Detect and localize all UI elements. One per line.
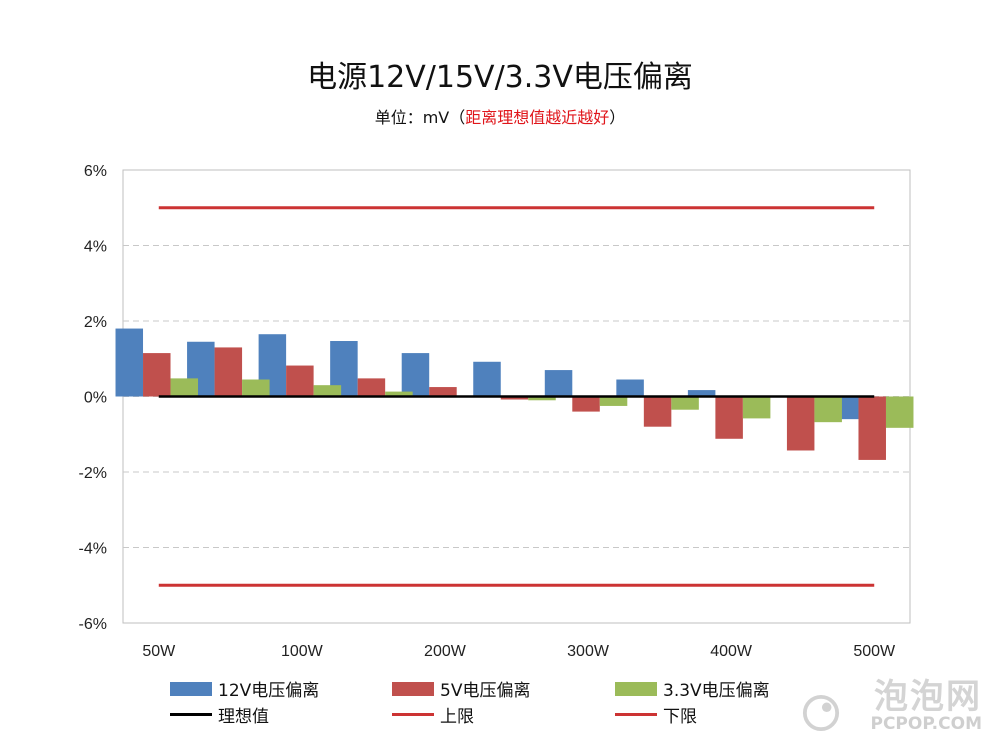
bar-12v — [544, 370, 573, 397]
legend-label-12v: 12V电压偏离 — [218, 681, 320, 701]
legend-line-ideal — [170, 713, 212, 716]
bar-12v — [115, 328, 144, 397]
legend-item-12v: 12V电压偏离 — [170, 676, 319, 701]
bubble-logo-icon — [802, 694, 840, 732]
x-tick-label: 200W — [424, 643, 467, 660]
subtitle-prefix: 单位：mV（ — [374, 108, 466, 127]
legend-label-upper: 上限 — [440, 707, 474, 727]
y-tick-label: 2% — [84, 314, 107, 331]
bar-33v — [599, 396, 628, 406]
bar-5v — [643, 396, 672, 427]
x-tick-label: 500W — [853, 643, 896, 660]
legend-label-lower: 下限 — [663, 707, 697, 727]
bar-33v — [242, 379, 270, 397]
bar-5v — [214, 347, 243, 397]
bar-33v — [671, 396, 699, 410]
bar-5v — [786, 396, 815, 451]
legend-item-ideal: 理想值 — [170, 702, 269, 727]
bar-12v — [687, 390, 716, 397]
legend-label-5v: 5V电压偏离 — [440, 681, 531, 701]
chart-title: 电源12V/15V/3.3V电压偏离 — [307, 60, 693, 95]
y-tick-label: 6% — [84, 163, 107, 180]
y-tick-label: -6% — [79, 616, 107, 633]
legend-swatch-5v — [392, 681, 434, 696]
bar-12v — [473, 361, 501, 397]
y-tick-label: 0% — [84, 390, 107, 407]
bar-5v — [572, 396, 600, 412]
bar-5v — [286, 365, 314, 397]
legend-line-lower — [615, 713, 657, 716]
bar-12v — [401, 353, 430, 397]
y-tick-label: 4% — [84, 239, 107, 256]
bar-5v — [500, 396, 529, 400]
legend: 12V电压偏离 5V电压偏离 3.3V电压偏离 理想值 上限 下限 — [170, 676, 850, 727]
bar-5v — [357, 378, 386, 397]
bar-5v — [858, 396, 886, 460]
bar-33v — [170, 378, 199, 397]
bar-5v — [715, 396, 743, 439]
bar-33v — [742, 396, 771, 419]
y-tick-label: -4% — [79, 541, 107, 558]
chart-subtitle: 单位：mV（距离理想值越近越好） — [0, 104, 1000, 128]
legend-item-5v: 5V电压偏离 — [392, 676, 530, 701]
legend-swatch-33v — [615, 681, 657, 696]
bar-5v — [143, 353, 171, 397]
watermark-cn: 泡泡网 — [874, 677, 982, 717]
x-tick-label: 400W — [710, 643, 753, 660]
bar-33v — [528, 396, 556, 401]
subtitle-suffix: ） — [609, 108, 626, 127]
subtitle-highlight: 距离理想值越近越好 — [465, 108, 610, 127]
bar-33v — [885, 396, 914, 428]
watermark-en: PCPOP.COM — [870, 714, 983, 734]
x-tick-label: 50W — [142, 643, 176, 660]
bar-5v — [429, 387, 457, 397]
legend-item-upper: 上限 — [392, 702, 474, 727]
legend-line-upper — [392, 713, 434, 716]
legend-label-33v: 3.3V电压偏离 — [663, 681, 770, 701]
bar-33v — [814, 396, 842, 423]
y-tick-label: -2% — [79, 465, 107, 482]
legend-item-lower: 下限 — [615, 702, 697, 727]
x-tick-label: 100W — [281, 643, 324, 660]
legend-item-33v: 3.3V电压偏离 — [615, 676, 770, 701]
bar-33v — [313, 385, 342, 397]
legend-swatch-12v — [170, 681, 212, 696]
legend-label-ideal: 理想值 — [218, 707, 269, 727]
bar-33v — [385, 391, 413, 397]
x-tick-label: 300W — [567, 643, 610, 660]
watermark: 泡泡网 PCPOP.COM — [871, 669, 983, 734]
bar-12v — [616, 379, 644, 397]
